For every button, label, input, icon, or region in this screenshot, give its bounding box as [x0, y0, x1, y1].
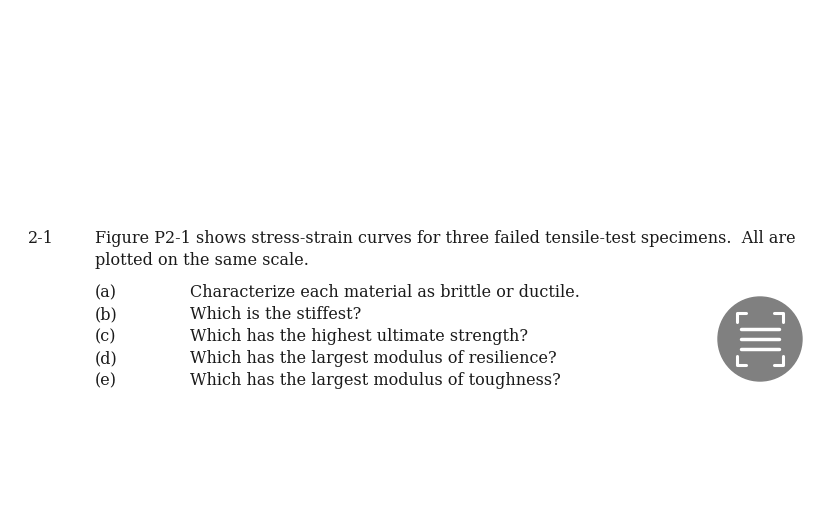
Text: Which has the highest ultimate strength?: Which has the highest ultimate strength?: [189, 327, 528, 344]
Text: (c): (c): [95, 327, 117, 344]
Text: Which has the largest modulus of toughness?: Which has the largest modulus of toughne…: [189, 371, 560, 388]
Text: (a): (a): [95, 283, 117, 300]
Text: Characterize each material as brittle or ductile.: Characterize each material as brittle or…: [189, 283, 579, 300]
Text: Which is the stiffest?: Which is the stiffest?: [189, 306, 361, 322]
Text: (e): (e): [95, 371, 117, 388]
Circle shape: [717, 297, 801, 381]
Text: 2-1: 2-1: [28, 230, 54, 246]
Text: plotted on the same scale.: plotted on the same scale.: [95, 251, 308, 269]
Text: (d): (d): [95, 349, 117, 366]
Text: (b): (b): [95, 306, 117, 322]
Text: Figure P2-1 shows stress-strain curves for three failed tensile-test specimens. : Figure P2-1 shows stress-strain curves f…: [95, 230, 795, 246]
Text: Which has the largest modulus of resilience?: Which has the largest modulus of resilie…: [189, 349, 556, 366]
